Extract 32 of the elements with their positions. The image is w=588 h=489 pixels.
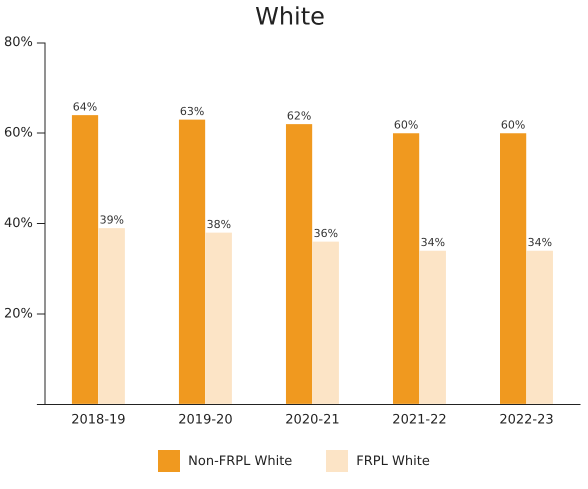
x-tick-label: 2022-23 <box>499 412 554 428</box>
bar <box>526 250 553 404</box>
x-tick-label: 2019-20 <box>178 412 233 428</box>
bar <box>500 133 526 404</box>
bar <box>72 115 98 404</box>
bar <box>420 250 446 404</box>
y-tick-label: 20% <box>4 306 33 322</box>
data-label: 34% <box>420 236 446 250</box>
bar <box>392 133 420 404</box>
data-label: 38% <box>206 218 232 231</box>
bar <box>178 120 206 404</box>
data-label: 36% <box>314 227 338 240</box>
data-label: 64% <box>72 100 98 114</box>
data-label: 39% <box>100 213 124 226</box>
y-tick-label: 40% <box>4 216 33 231</box>
chart-title: White <box>255 2 325 31</box>
data-label: 34% <box>528 236 552 250</box>
bar <box>98 228 125 404</box>
x-tick-label: 2021-22 <box>392 412 447 428</box>
legend-label: FRPL White <box>356 454 430 468</box>
data-label: 62% <box>286 110 312 123</box>
bar <box>286 124 312 404</box>
data-label: 60% <box>394 118 418 132</box>
data-label: 63% <box>180 105 204 118</box>
x-tick-label: 2018-19 <box>71 412 126 428</box>
bar <box>312 242 339 404</box>
y-tick-label: 60% <box>4 126 33 141</box>
legend-label: Non-FRPL White <box>188 454 292 468</box>
bar <box>206 232 232 404</box>
y-tick-label: 80% <box>4 35 33 50</box>
data-label: 60% <box>500 118 526 132</box>
x-tick-label: 2020-21 <box>285 412 340 428</box>
